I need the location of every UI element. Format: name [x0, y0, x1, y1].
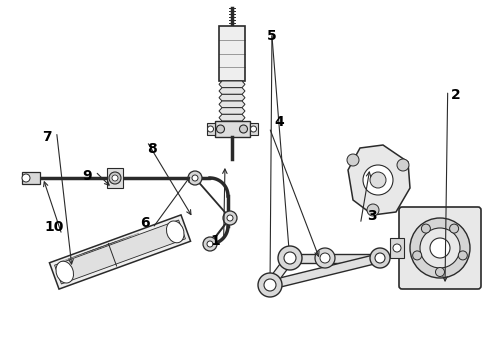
Circle shape [458, 251, 467, 260]
Circle shape [264, 279, 276, 291]
Text: 6: 6 [140, 216, 149, 230]
Circle shape [250, 126, 256, 132]
Circle shape [436, 267, 444, 276]
Circle shape [315, 248, 335, 268]
Polygon shape [219, 94, 245, 101]
Polygon shape [290, 253, 380, 262]
Circle shape [278, 246, 302, 270]
Circle shape [347, 154, 359, 166]
Circle shape [430, 238, 450, 258]
Circle shape [207, 241, 213, 247]
Polygon shape [219, 88, 245, 94]
Bar [249, 123, 258, 135]
Circle shape [375, 253, 385, 263]
Bar [219, 26, 245, 81]
Circle shape [320, 253, 330, 263]
Text: 8: 8 [147, 143, 157, 156]
Circle shape [203, 237, 217, 251]
Polygon shape [348, 145, 410, 215]
Circle shape [240, 125, 247, 133]
FancyBboxPatch shape [399, 207, 481, 289]
Circle shape [420, 228, 460, 268]
Circle shape [363, 165, 393, 195]
Polygon shape [49, 215, 191, 289]
Circle shape [109, 172, 121, 184]
Circle shape [393, 244, 401, 252]
Circle shape [22, 174, 30, 182]
Bar [206, 123, 215, 135]
Text: 1: 1 [211, 234, 220, 248]
Circle shape [367, 204, 379, 216]
Bar [390, 238, 404, 258]
Circle shape [217, 125, 224, 133]
Ellipse shape [56, 261, 74, 283]
Text: 5: 5 [267, 29, 277, 43]
Circle shape [421, 224, 430, 233]
Circle shape [188, 171, 202, 185]
Bar [215, 121, 249, 137]
Circle shape [450, 224, 459, 233]
Ellipse shape [167, 221, 184, 243]
Circle shape [397, 159, 409, 171]
Circle shape [192, 175, 198, 181]
Text: 3: 3 [368, 209, 377, 223]
Circle shape [370, 172, 386, 188]
Text: 4: 4 [274, 116, 284, 129]
Polygon shape [219, 101, 245, 108]
Polygon shape [219, 114, 245, 121]
Bar [107, 168, 123, 188]
Polygon shape [219, 108, 245, 114]
Text: 9: 9 [82, 170, 92, 183]
Polygon shape [219, 81, 245, 88]
Circle shape [112, 175, 118, 181]
Circle shape [223, 211, 237, 225]
Circle shape [410, 218, 470, 278]
Polygon shape [267, 255, 294, 288]
Polygon shape [269, 254, 381, 289]
Polygon shape [54, 220, 185, 284]
Text: 7: 7 [42, 130, 51, 144]
Circle shape [413, 251, 422, 260]
Text: 2: 2 [451, 89, 461, 102]
Text: 10: 10 [44, 220, 64, 234]
Circle shape [227, 215, 233, 221]
Circle shape [207, 126, 214, 132]
Circle shape [370, 248, 390, 268]
Bar [22, 172, 40, 184]
Circle shape [258, 273, 282, 297]
Circle shape [284, 252, 296, 264]
